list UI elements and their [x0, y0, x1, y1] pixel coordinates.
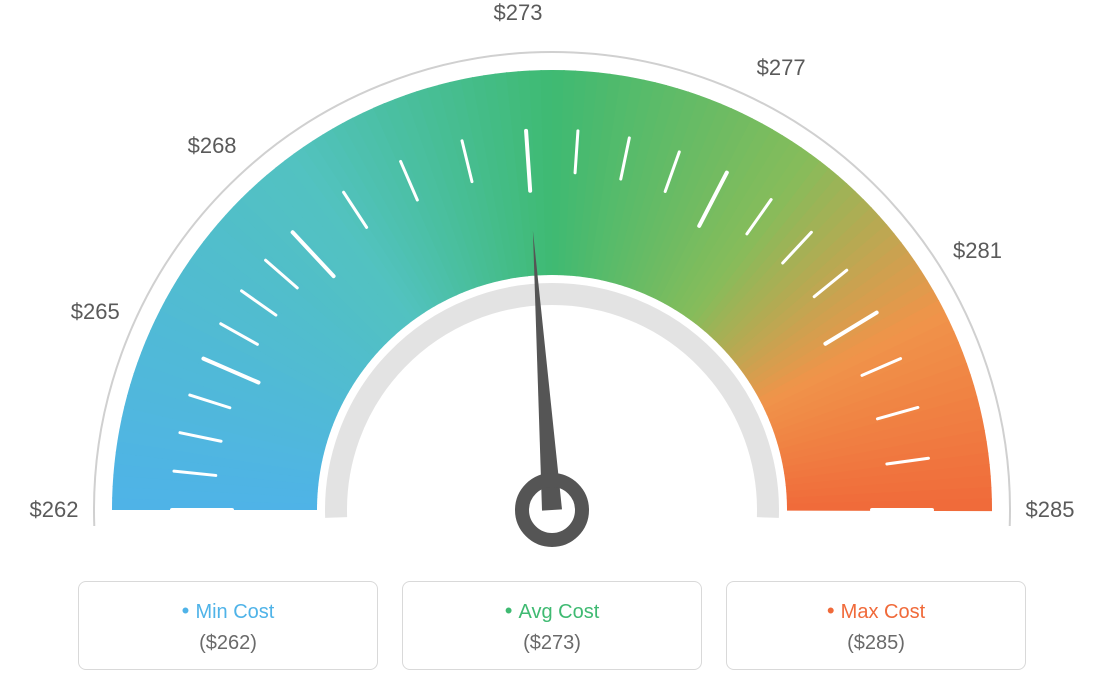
legend-card-min: Min Cost ($262)	[78, 581, 378, 670]
gauge-tick-label: $268	[188, 133, 237, 159]
legend-min-value: ($262)	[79, 632, 377, 655]
legend-max-title: Max Cost	[727, 598, 1025, 624]
legend-avg-title: Avg Cost	[403, 598, 701, 624]
gauge-tick-label: $262	[30, 497, 79, 523]
gauge-svg	[0, 0, 1104, 560]
gauge-needle	[522, 231, 582, 540]
legend-max-value: ($285)	[727, 632, 1025, 655]
legend-card-max: Max Cost ($285)	[726, 581, 1026, 670]
gauge-tick-label: $265	[71, 299, 120, 325]
gauge-tick-label: $277	[757, 55, 806, 81]
legend-row: Min Cost ($262) Avg Cost ($273) Max Cost…	[0, 581, 1104, 670]
gauge-tick-label: $281	[953, 238, 1002, 264]
gauge-chart: $262 $265 $268 $273 $277 $281 $285	[0, 0, 1104, 560]
legend-card-avg: Avg Cost ($273)	[402, 581, 702, 670]
gauge-tick-label: $273	[494, 0, 543, 26]
legend-min-title: Min Cost	[79, 598, 377, 624]
legend-avg-value: ($273)	[403, 632, 701, 655]
gauge-tick-label: $285	[1026, 497, 1075, 523]
